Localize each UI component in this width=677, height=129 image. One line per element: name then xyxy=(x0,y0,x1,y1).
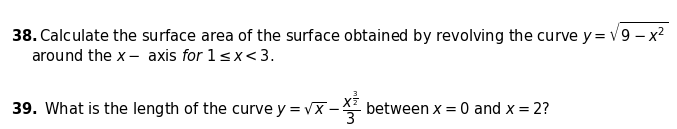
Text: around the $x -$ axis $for$ $1 \leq x < 3.$: around the $x -$ axis $for$ $1 \leq x < … xyxy=(30,48,274,64)
Text: $\mathbf{39.}$ What is the length of the curve $y = \sqrt{x} - \dfrac{x^{\frac{3: $\mathbf{39.}$ What is the length of the… xyxy=(11,90,550,127)
Text: $\mathbf{38.}$Calculate the surface area of the surface obtained by revolving th: $\mathbf{38.}$Calculate the surface area… xyxy=(11,20,668,47)
